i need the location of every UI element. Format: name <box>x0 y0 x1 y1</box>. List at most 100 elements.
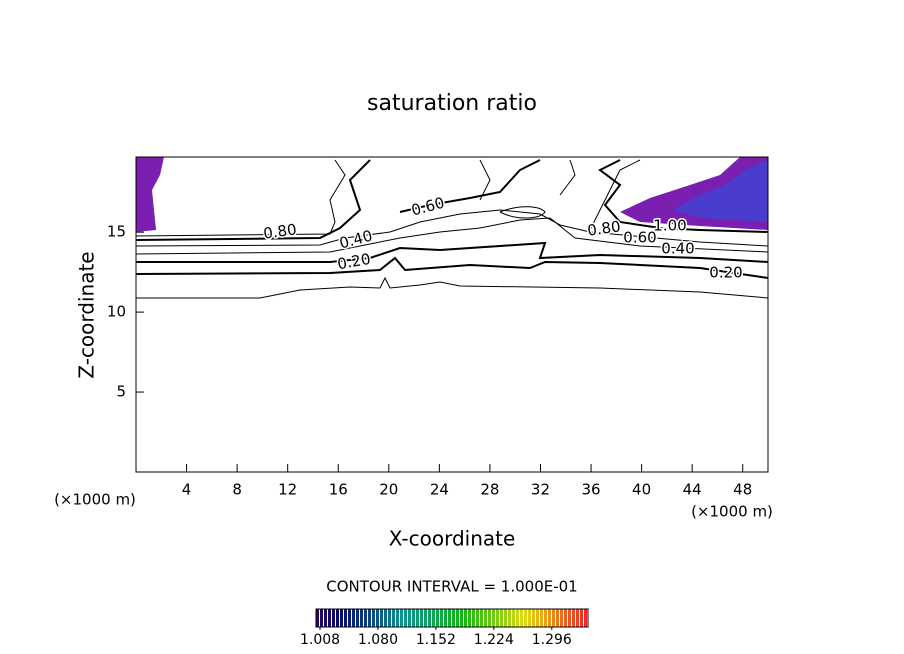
colorbar-stripe <box>520 609 523 627</box>
y-axis-label: Z-coordinate <box>75 251 99 378</box>
x-tick-label: 48 <box>733 481 752 499</box>
x-tick-label: 8 <box>232 481 242 499</box>
colorbar-tick-label: 1.296 <box>532 632 572 648</box>
contour-label: 0.80 <box>262 220 298 242</box>
colorbar-stripe <box>528 609 531 627</box>
colorbar-stripe <box>540 609 543 627</box>
colorbar-stripe <box>464 609 467 627</box>
colorbar-stripe <box>452 609 455 627</box>
colorbar-stripe <box>412 609 415 627</box>
contour-line <box>135 159 641 237</box>
colorbar-stripe <box>496 609 499 627</box>
x-tick-label: 32 <box>531 481 550 499</box>
contour-line <box>135 159 371 241</box>
colorbar-stripe <box>468 609 471 627</box>
colorbar-stripe <box>584 609 587 627</box>
colorbar-stripe <box>548 609 551 627</box>
colorbar-stripe <box>352 609 355 627</box>
x-tick-label: 16 <box>329 481 348 499</box>
colorbar-stripe <box>384 609 387 627</box>
colorbar-stripe <box>328 609 331 627</box>
colorbar-tick-label: 1.152 <box>416 632 456 648</box>
contour-line <box>598 159 769 233</box>
x-tick-label: 40 <box>632 481 651 499</box>
x-unit: (×1000 m) <box>691 503 773 521</box>
colorbar-stripe <box>564 609 567 627</box>
colorbar-stripe <box>456 609 459 627</box>
contour-label: 0.60 <box>623 229 656 247</box>
contour-label: 0.60 <box>409 194 446 220</box>
colorbar-stripe <box>516 609 519 627</box>
contour-label: 0.20 <box>336 250 372 274</box>
contour-line <box>135 217 769 255</box>
colorbar-tick-label: 1.224 <box>474 632 514 648</box>
contour-line <box>135 209 769 247</box>
colorbar-stripe <box>444 609 447 627</box>
colorbar-stripe <box>500 609 503 627</box>
colorbar-stripe <box>372 609 375 627</box>
colorbar-stripe <box>420 609 423 627</box>
colorbar-stripe <box>476 609 479 627</box>
colorbar-stripe <box>508 609 511 627</box>
colorbar-stripe <box>368 609 371 627</box>
contour-line <box>136 276 769 299</box>
contour-line <box>479 159 576 219</box>
colorbar-stripe <box>408 609 411 627</box>
y-tick-label: 10 <box>107 303 126 321</box>
chart-title: saturation ratio <box>367 91 537 116</box>
colorbar-stripe <box>556 609 559 627</box>
x-tick-label: 24 <box>430 481 449 499</box>
colorbar-stripe <box>536 609 539 627</box>
colorbar-stripe <box>404 609 407 627</box>
colorbar-stripe <box>576 609 579 627</box>
x-tick-label: 12 <box>278 481 297 499</box>
y-unit: (×1000 m) <box>54 491 136 509</box>
colorbar-stripe <box>472 609 475 627</box>
colorbar-stripe <box>552 609 555 627</box>
colorbar-stripe <box>320 609 323 627</box>
colorbar-stripe <box>380 609 383 627</box>
colorbar-stripe <box>580 609 583 627</box>
colorbar-tick-label: 1.080 <box>358 632 398 648</box>
colorbar-stripe <box>396 609 399 627</box>
colorbar-stripe <box>356 609 359 627</box>
contour-label: 0.80 <box>586 217 622 239</box>
colorbar-stripe <box>532 609 535 627</box>
colorbar-stripe <box>336 609 339 627</box>
colorbar-stripe <box>440 609 443 627</box>
contour-label: 1.00 <box>653 217 686 235</box>
colorbar-stripe <box>572 609 575 627</box>
colorbar-stripe <box>332 609 335 627</box>
x-tick-label: 4 <box>182 481 192 499</box>
colorbar-stripe <box>376 609 379 627</box>
colorbar-stripe <box>428 609 431 627</box>
colorbar-stripe <box>416 609 419 627</box>
colorbar-stripe <box>448 609 451 627</box>
colorbar-stripe <box>432 609 435 627</box>
purple-region <box>136 157 164 232</box>
y-tick-label: 5 <box>116 383 126 401</box>
contour-line <box>135 256 769 279</box>
contour-line <box>136 241 769 263</box>
colorbar-tick-label: 1.008 <box>300 632 340 648</box>
contour-interval: CONTOUR INTERVAL = 1.000E-01 <box>326 578 577 596</box>
colorbar-stripe <box>392 609 395 627</box>
colorbar-stripe <box>480 609 483 627</box>
contour-line <box>399 159 541 213</box>
colorbar-stripe <box>340 609 343 627</box>
colorbar-stripe <box>364 609 367 627</box>
x-tick-label: 36 <box>581 481 600 499</box>
colorbar-stripe <box>360 609 363 627</box>
colorbar-stripe <box>400 609 403 627</box>
contour-label: 0.40 <box>661 240 694 258</box>
y-tick-label: 15 <box>107 223 126 241</box>
contour-label: 0.40 <box>337 227 374 253</box>
colorbar-stripe <box>484 609 487 627</box>
colorbar-stripe <box>388 609 391 627</box>
colorbar-stripe <box>512 609 515 627</box>
x-tick-label: 44 <box>683 481 702 499</box>
x-tick-label: 20 <box>379 481 398 499</box>
colorbar-stripe <box>492 609 495 627</box>
colorbar-stripe <box>344 609 347 627</box>
